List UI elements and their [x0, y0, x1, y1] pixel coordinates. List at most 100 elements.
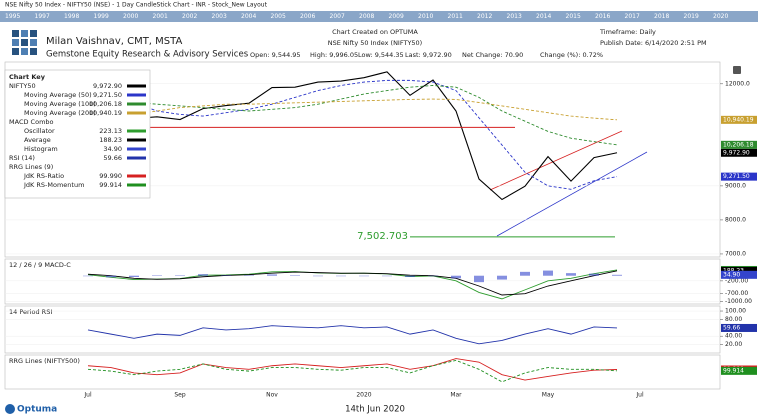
logo-cell [30, 39, 37, 46]
last-value-label: 10,940.19 [723, 116, 754, 123]
chart-key-section: MACD Combo [9, 118, 54, 126]
footer-logo: Optuma [5, 404, 57, 415]
chart-key-name: Moving Average (200) [24, 109, 96, 117]
series-line [87, 359, 618, 383]
histogram-bar [589, 273, 599, 276]
chart-key-name: Histogram [24, 145, 58, 153]
last-value-box [721, 172, 757, 181]
year-label: 2007 [330, 13, 345, 20]
created: Chart Created on OPTUMA [332, 28, 418, 36]
last-value-box [721, 323, 757, 332]
y-tick-label: -700.00 [725, 290, 748, 297]
histogram-bar [198, 274, 208, 276]
year-label: 2003 [212, 13, 227, 20]
last-value-label: 10,206.18 [723, 141, 754, 148]
histogram-bar [451, 275, 461, 279]
histogram-bar [566, 273, 576, 276]
histogram-bar [221, 275, 231, 276]
chart-key-value: 10,206.18 [89, 100, 122, 108]
chart-key-value: 10,940.19 [89, 109, 122, 117]
last-value-label: 9,972.90 [723, 149, 750, 156]
last-value-box [721, 140, 757, 149]
year-label: 2020 [713, 13, 728, 20]
publish-date: Publish Date: 6/14/2020 2:51 PM [600, 39, 707, 47]
logo-cell [30, 48, 37, 55]
chart-key-name: Oscillator [24, 127, 55, 135]
chart-key-name: Moving Average (100) [24, 100, 96, 108]
histogram-bar [336, 275, 346, 277]
histogram-bar [129, 275, 139, 277]
last-value-label: 99.914 [723, 367, 744, 374]
logo-cell [12, 39, 19, 46]
y-tick-label: 7000.0 [725, 250, 746, 257]
chart-key-title: Chart Key [9, 73, 46, 81]
macd-panel [4, 258, 721, 305]
year-label: 2012 [477, 13, 492, 20]
chart-key-value: 188.23 [99, 136, 122, 144]
histogram-bar [474, 275, 484, 283]
chart-key-swatch [127, 129, 146, 133]
logo-cell [12, 30, 19, 37]
x-tick-label: Jul [635, 392, 644, 399]
logo [12, 30, 37, 55]
year-label: 2011 [448, 13, 463, 20]
last-value-label: 9,271.50 [723, 173, 750, 180]
year-label: 2005 [271, 13, 286, 20]
histogram-bar [405, 275, 415, 277]
panel-title: RRG Lines (NIFTY500) [9, 357, 80, 365]
window-title: NSE Nifty 50 Index - NIFTY50 (NSE) - 1 D… [5, 2, 268, 9]
series-line [87, 358, 618, 381]
histogram-bar [267, 274, 277, 276]
chart-key-value: 59.66 [103, 154, 122, 162]
histogram-bar [175, 275, 185, 276]
year-label: 2015 [566, 13, 581, 20]
logo-cell [21, 39, 28, 46]
x-tick-label: Nov [266, 392, 278, 399]
x-tick-label: Jul [83, 392, 92, 399]
histogram-bar [83, 275, 93, 277]
panel-title: 14 Period RSI [9, 308, 52, 316]
series-line [87, 98, 618, 122]
histogram-bar [520, 271, 530, 276]
chart-key-value: 34.90 [103, 145, 122, 153]
lock-icon[interactable] [733, 66, 741, 74]
net-change: Net Change: 70.90 [462, 51, 523, 59]
rrg-panel [4, 354, 721, 390]
x-tick-label: May [542, 392, 555, 399]
year-label: 2018 [654, 13, 669, 20]
last-value-box [721, 148, 757, 157]
chart-key-section: RRG Lines (9) [9, 163, 53, 171]
histogram-bar [244, 275, 254, 276]
chart-key-name: JdK RS-Ratio [23, 172, 64, 180]
series-line [87, 85, 618, 146]
change-pct: Change (%): 0.72% [540, 51, 603, 59]
year-label: 2006 [300, 13, 315, 20]
chart-key-name: Average [24, 136, 51, 144]
chart-key-swatch [127, 138, 146, 142]
year-label: 2009 [389, 13, 404, 20]
year-label: 2008 [359, 13, 374, 20]
histogram-bar [543, 270, 553, 276]
series-line [87, 71, 618, 201]
logo-cell [21, 48, 28, 55]
chart-key-swatch [127, 183, 146, 187]
last-value-label: 59.66 [723, 324, 740, 331]
chart-key-name: RSI (14) [9, 154, 35, 162]
support-label: 7,502.703 [357, 231, 408, 242]
histogram-bar [152, 275, 162, 276]
low: Low: 9,544.35 [358, 51, 404, 59]
last-value-box [721, 115, 757, 124]
trendline [496, 151, 648, 237]
year-label: 2010 [418, 13, 433, 20]
histogram-bar [359, 275, 369, 277]
series-line [87, 270, 618, 296]
footer-date: 14th Jun 2020 [345, 405, 405, 415]
year-label: 1998 [64, 13, 79, 20]
logo-cell [12, 48, 19, 55]
chart-key-value: 9,972.90 [93, 82, 122, 90]
year-label: 1995 [5, 13, 20, 20]
series-line [87, 79, 618, 190]
y-tick-label: 8000.0 [725, 216, 746, 223]
histogram-bar [313, 275, 323, 277]
